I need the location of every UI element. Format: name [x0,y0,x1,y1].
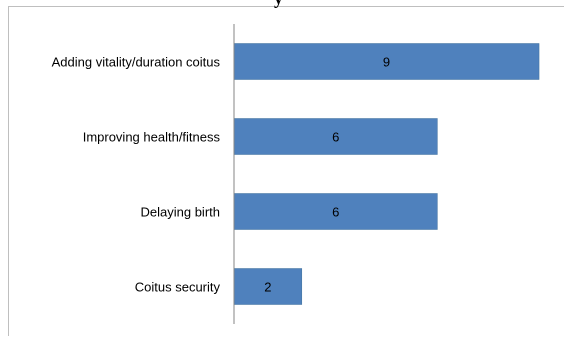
bar-2 [233,118,438,155]
data-label-3: 6 [332,205,339,220]
chart-title: y [274,0,283,8]
data-label-2: 6 [332,130,339,145]
data-label-1: 9 [383,55,390,70]
bar-1 [233,43,540,80]
bar-3 [233,193,438,230]
chart-frame [8,6,564,336]
bar-4 [233,268,303,305]
category-label-1: Adding vitality/duration coitus [52,55,221,70]
data-label-4: 2 [264,280,271,295]
category-label-4: Coitus security [135,280,221,295]
category-label-3: Delaying birth [141,205,221,220]
chart-title-fragment: y [240,0,310,8]
category-label-2: Improving health/fitness [83,130,221,145]
